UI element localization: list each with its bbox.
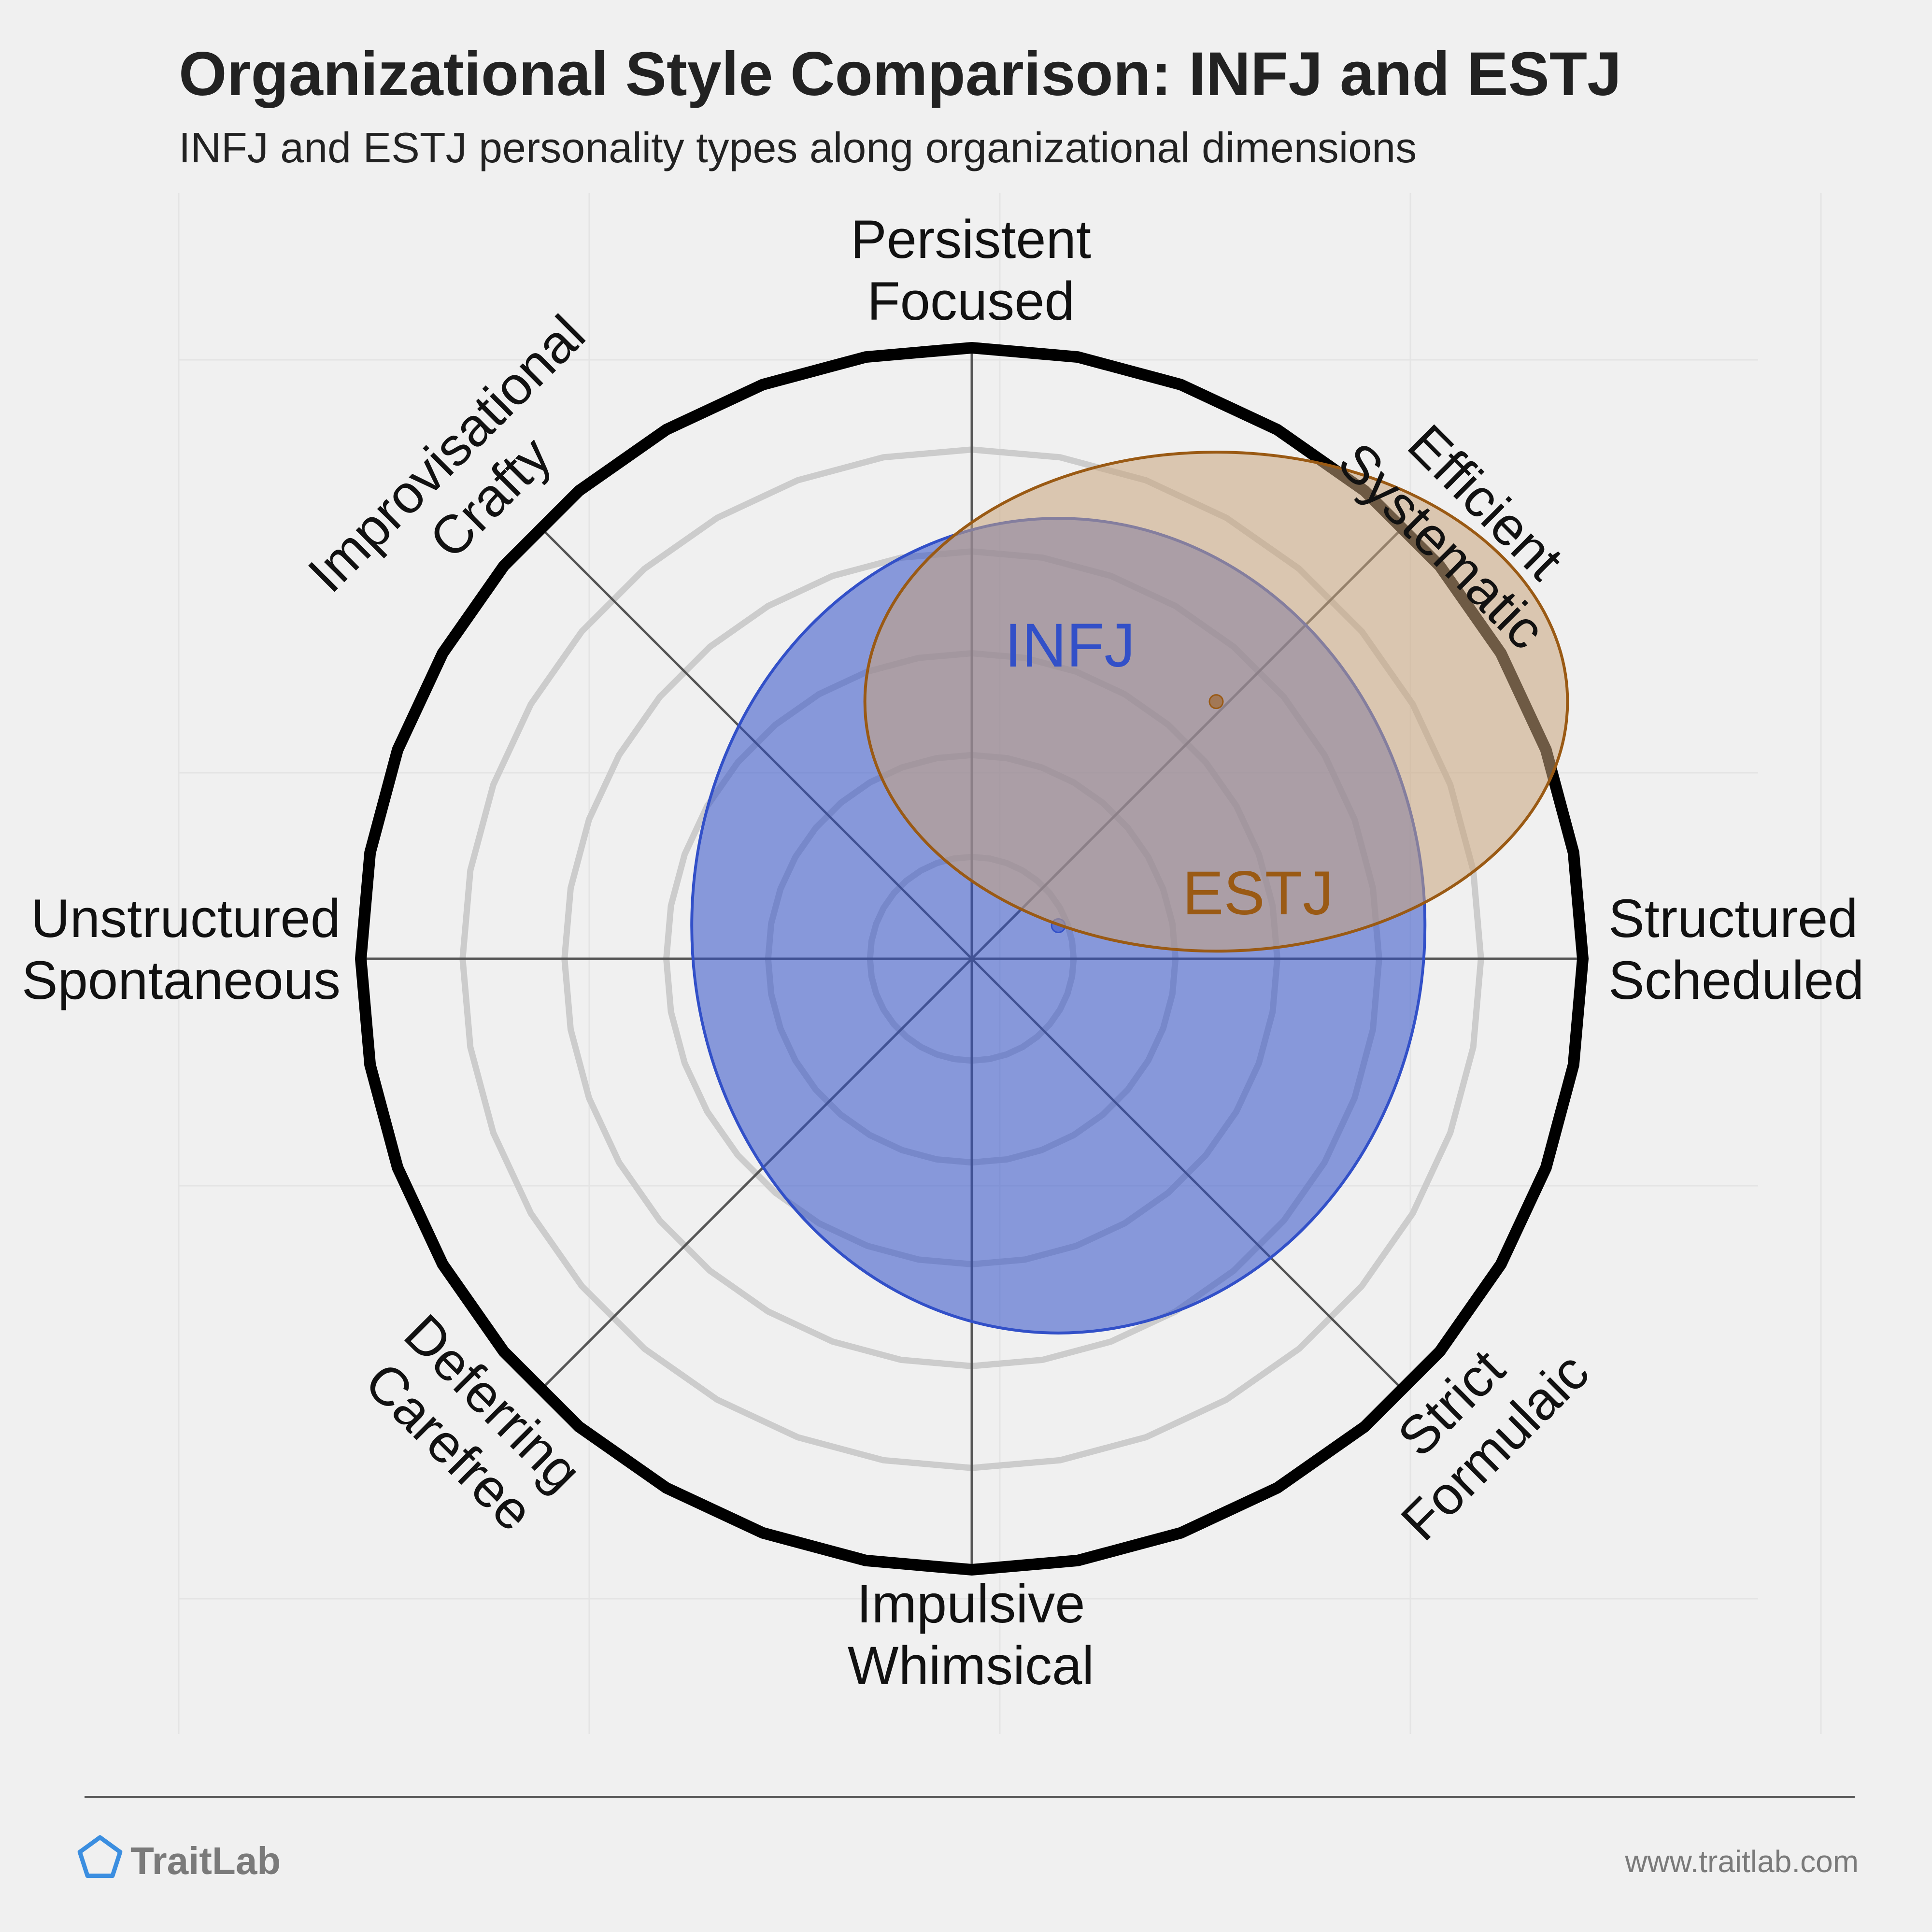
brand-name: TraitLab (130, 1839, 281, 1882)
axis-label-line: Improvisational (297, 304, 597, 604)
axis-label: DeferringCarefree (349, 1303, 593, 1547)
radar-outer-ring (355, 341, 1589, 1576)
traitlab-logo-icon (77, 1835, 123, 1878)
axis-label-line: Spontaneous (22, 950, 341, 1010)
chart-subtitle: INFJ and ESTJ personality types along or… (179, 124, 1417, 171)
footer-url: www.traitlab.com (1624, 1844, 1859, 1879)
radar-outer-ring-shape (355, 341, 1589, 1576)
axis-label: StrictFormulaic (1346, 1297, 1600, 1552)
series-label-infj: INFJ (1005, 611, 1135, 680)
axis-label-line: Persistent (851, 209, 1091, 270)
axis-label: Structured Scheduled (1608, 888, 1864, 1010)
axis-label-line: Whimsical (848, 1635, 1094, 1696)
chart-title: Organizational Style Comparison: INFJ an… (179, 40, 1621, 109)
series-label-estj: ESTJ (1182, 859, 1334, 928)
series-labels: INFJ ESTJ (1005, 611, 1334, 928)
axis-label-line: Scheduled (1608, 950, 1864, 1010)
axis-label: Impulsive Whimsical (848, 1574, 1094, 1696)
axis-label-line: Structured (1608, 888, 1858, 949)
series-center-estj (1208, 694, 1224, 710)
axis-label: Unstructured Spontaneous (22, 888, 341, 1010)
axis-label: Persistent Focused (851, 209, 1091, 331)
axis-label-line: Focused (867, 271, 1075, 331)
axis-label-line: Unstructured (31, 888, 341, 949)
axis-label-line: Impulsive (856, 1574, 1085, 1634)
series-ellipses (690, 451, 1569, 1335)
